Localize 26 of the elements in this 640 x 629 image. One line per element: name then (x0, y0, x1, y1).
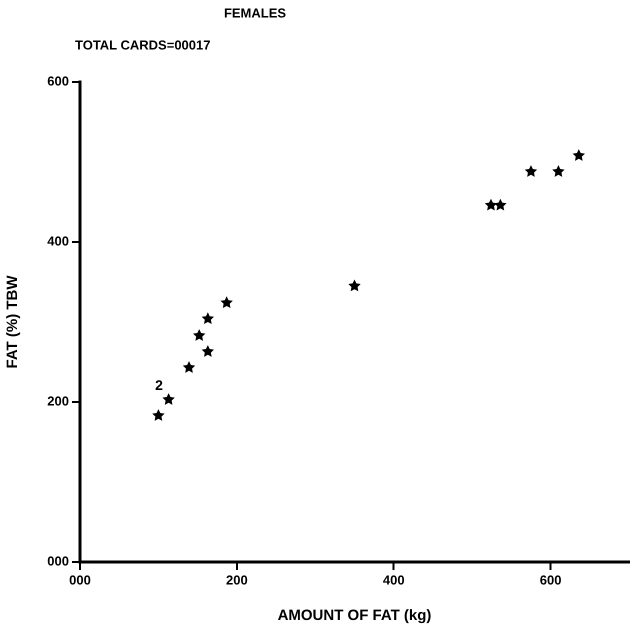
point (202, 345, 214, 357)
point (152, 409, 165, 421)
chart-subtitle: TOTAL CARDS=00017 (75, 38, 210, 53)
point (484, 198, 498, 210)
x-tick-label: 400 (382, 572, 405, 588)
point (182, 361, 196, 373)
x-tick-label: 600 (540, 572, 562, 588)
point (494, 198, 507, 210)
point (348, 280, 361, 292)
y-tick-label: 200 (47, 394, 69, 409)
point (193, 329, 206, 341)
x-tick-label: 000 (69, 572, 91, 588)
point (524, 165, 538, 177)
point (202, 312, 214, 324)
y-tick-label: 000 (47, 554, 69, 569)
point (572, 149, 585, 161)
point (162, 393, 175, 405)
point (552, 165, 565, 177)
y-axis-title: FAT (%) TBW (4, 274, 22, 369)
x-tick-label: 200 (226, 572, 248, 588)
point (220, 296, 233, 308)
y-tick-label: 600 (47, 74, 69, 89)
y-tick-label: 400 (47, 234, 69, 249)
annotation: 2 (155, 376, 164, 393)
x-axis-title: AMOUNT OF FAT (kg) (278, 607, 432, 624)
chart-title: FEMALES (224, 6, 286, 21)
